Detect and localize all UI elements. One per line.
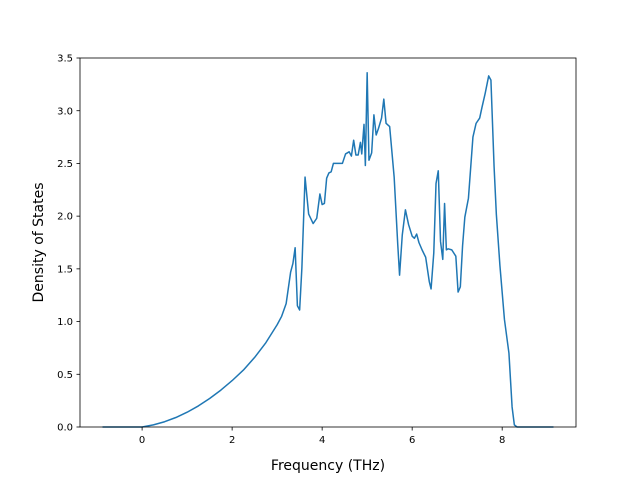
- y-tick-label: 2.5: [57, 159, 73, 170]
- y-tick-label: 0.0: [57, 423, 73, 434]
- x-tick-label: 8: [499, 435, 505, 446]
- plot-area-frame: [79, 57, 577, 428]
- x-tick-label: 2: [229, 435, 235, 446]
- x-tick-label: 6: [409, 435, 415, 446]
- x-axis-label: Frequency (THz): [271, 458, 385, 474]
- x-axis: 0 2 4 6 8: [139, 427, 505, 446]
- x-tick-label: 0: [139, 435, 145, 446]
- y-tick-label: 2.0: [57, 212, 73, 223]
- y-tick-label: 1.5: [57, 264, 73, 275]
- y-tick-label: 0.5: [57, 370, 73, 381]
- y-tick-label: 3.0: [57, 106, 73, 117]
- series-line: [102, 72, 554, 428]
- y-tick-label: 1.0: [57, 317, 73, 328]
- y-tick-label: 3.5: [57, 54, 73, 65]
- y-axis: 0.0 0.5 1.0 1.5 2.0 2.5 3.0 3.5: [57, 54, 80, 434]
- y-axis-label: Density of States: [31, 183, 47, 303]
- x-tick-label: 4: [319, 435, 325, 446]
